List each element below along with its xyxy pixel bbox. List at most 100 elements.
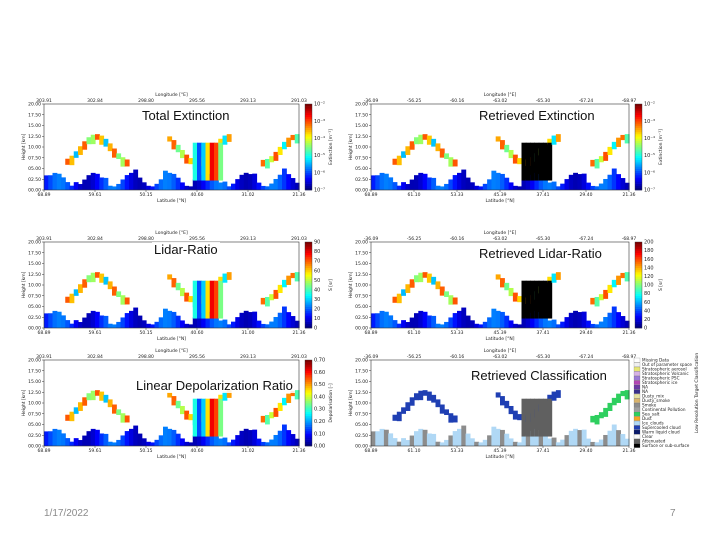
- curtain-cell: [226, 324, 232, 328]
- curtain-cell: [265, 296, 270, 307]
- colorbar-step: [305, 164, 312, 167]
- curtain-cell: [538, 311, 544, 328]
- legend-label: Stratospheric PSC: [642, 375, 680, 380]
- x-top-tick-label: -63.02: [493, 354, 508, 360]
- x-bottom-tick-label: 21.36: [623, 448, 636, 454]
- curtain-cell: [482, 183, 488, 190]
- curtain-cell: [248, 174, 253, 190]
- x-top-tick-label: 298.80: [138, 354, 154, 360]
- curtain-cell: [282, 141, 287, 150]
- legend-label: Smoke: [642, 402, 657, 407]
- legend-swatch: [633, 411, 641, 417]
- colorbar-step: [635, 104, 642, 107]
- colorbar-step: [305, 428, 312, 432]
- legend-swatch: [633, 366, 641, 372]
- curtain-cell: [256, 182, 262, 190]
- x-bottom-tick-label: 45.39: [494, 192, 507, 198]
- x-bottom-tick-label: 59.61: [89, 192, 102, 198]
- curtain-cell: [103, 276, 109, 285]
- x-bottom-tick-label: 53.33: [451, 330, 464, 336]
- curtain-cell: [392, 320, 398, 328]
- curtain-cell: [226, 442, 232, 446]
- colorbar-step: [635, 149, 642, 152]
- colorbar-step: [305, 153, 312, 156]
- curtain-cell: [504, 177, 510, 190]
- curtain-cell: [538, 173, 544, 190]
- curtain-cell: [405, 284, 411, 293]
- curtain-cell: [167, 392, 173, 398]
- chart-title: Linear Depolarization Ratio: [134, 378, 295, 393]
- curtain-cell: [543, 315, 548, 328]
- curtain-cell: [201, 312, 207, 328]
- curtain-cell: [590, 297, 596, 305]
- curtain-cell: [500, 429, 505, 446]
- colorbar-step: [305, 144, 312, 148]
- colorbar-tick-label: 0.70: [314, 358, 325, 364]
- x-bottom-axis-label: Latitude [°N]: [157, 336, 186, 342]
- colorbar-step: [305, 177, 312, 180]
- y-tick-label: 00.00: [28, 326, 41, 332]
- y-tick-label: 15.00: [28, 379, 41, 385]
- colorbar-step: [305, 242, 312, 245]
- curtain-cell: [603, 289, 609, 299]
- curtain-cell: [95, 134, 100, 140]
- y-tick-label: 02.50: [355, 177, 368, 183]
- curtain-cell: [435, 323, 441, 328]
- curtain-cell: [184, 410, 190, 420]
- colorbar-step: [635, 302, 642, 305]
- colorbar-step: [305, 254, 312, 258]
- curtain-cell: [573, 172, 578, 190]
- curtain-cell: [239, 174, 245, 190]
- colorbar-step: [635, 315, 642, 318]
- colorbar-step: [635, 119, 642, 122]
- curtain-cell: [235, 435, 241, 446]
- y-tick-label: 05.00: [28, 166, 41, 172]
- curtain-cell: [512, 185, 518, 190]
- curtain-cell: [573, 428, 578, 446]
- curtain-cell: [465, 433, 471, 446]
- curtain-cell: [231, 439, 236, 446]
- curtain-cell: [521, 317, 527, 328]
- curtain-cell: [252, 429, 258, 446]
- curtain-cell: [620, 178, 626, 190]
- colorbar-step: [635, 108, 642, 111]
- colorbar-step: [305, 300, 312, 303]
- curtain-cell: [482, 439, 488, 446]
- y-axis-label: Height [km]: [21, 133, 27, 160]
- colorbar: 10⁻⁷ 10⁻⁶ 10⁻⁵ 10⁻⁴ 10⁻³ 10⁻² Extinction [m⁻¹]: [304, 102, 334, 194]
- curtain-cell: [205, 280, 211, 319]
- curtain-cell: [107, 441, 113, 446]
- curtain-cell: [150, 442, 156, 446]
- legend-label: NA: [642, 389, 648, 394]
- colorbar-step: [305, 108, 312, 111]
- curtain-cell: [129, 310, 134, 328]
- colorbar-step: [635, 166, 642, 169]
- colorbar: 10⁻⁷ 10⁻⁶ 10⁻⁵ 10⁻⁴ 10⁻³ 10⁻² Extinction [m⁻¹]: [634, 102, 664, 194]
- curtain-cell: [286, 312, 292, 328]
- curtain-cell: [581, 429, 587, 446]
- curtain-cell: [231, 183, 236, 190]
- curtain-cell: [277, 284, 283, 293]
- curtain-cell: [265, 442, 270, 446]
- curtain-cell: [620, 272, 626, 279]
- curtain-cell: [620, 134, 626, 141]
- x-bottom-tick-label: 59.61: [89, 330, 102, 336]
- curtain-cell: [594, 158, 600, 169]
- curtain-cell: [461, 169, 467, 190]
- curtain-field: [371, 390, 630, 446]
- curtain-cell: [192, 142, 198, 181]
- curtain-cell: [197, 435, 202, 446]
- colorbar-step: [305, 405, 312, 408]
- curtain-cell: [184, 323, 190, 328]
- curtain-cell: [103, 177, 109, 190]
- curtain-cell: [538, 280, 544, 319]
- colorbar-tick-label: 0.60: [314, 370, 325, 376]
- colorbar-step: [635, 174, 642, 178]
- y-tick-label: 07.50: [28, 411, 41, 417]
- curtain-cell: [392, 414, 398, 421]
- curtain-cell: [282, 424, 287, 446]
- curtain-cell: [517, 186, 523, 190]
- colorbar-tick-label: 100: [644, 283, 654, 289]
- curtain-cell: [418, 272, 424, 283]
- colorbar-step: [305, 280, 312, 284]
